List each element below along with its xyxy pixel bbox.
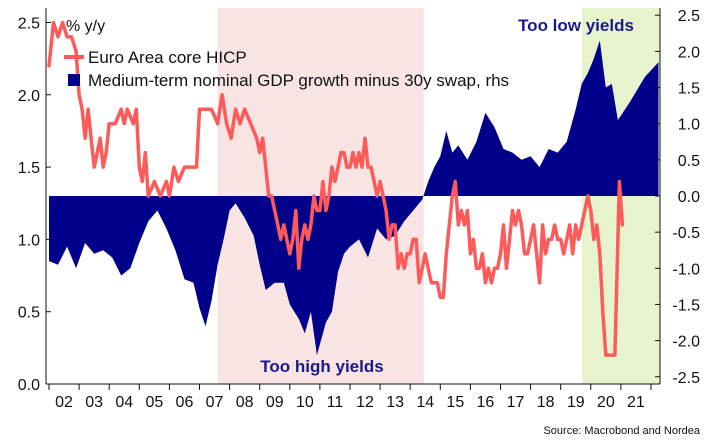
x-tick-label: 06 — [176, 394, 194, 411]
right-tick-label: -1.5 — [672, 297, 700, 314]
x-tick-label: 05 — [145, 394, 163, 411]
annotation-too-high-yields: Too high yields — [260, 357, 383, 376]
x-tick-label: 17 — [507, 394, 525, 411]
right-tick-label: -2.5 — [672, 370, 700, 387]
right-tick-label: 2.0 — [678, 44, 700, 61]
line-series-group — [47, 20, 625, 357]
x-tick-label: 03 — [85, 394, 103, 411]
x-tick-label: 20 — [597, 394, 615, 411]
x-tick-label: 18 — [537, 394, 555, 411]
right-tick-label: 0.5 — [678, 153, 700, 170]
left-tick-label: 1.0 — [18, 232, 40, 249]
right-tick-label: -1.0 — [672, 261, 700, 278]
legend-label-core-hicp: Euro Area core HICP — [88, 48, 247, 67]
right-ticks-group: -2.5 -2.0 -1.5 -1.0 -0.5 0.0 0.5 1.0 1.5 2.0 2.5 — [655, 8, 700, 387]
line-series-core-hicp — [47, 20, 625, 357]
x-tick-label: 09 — [266, 394, 284, 411]
right-tick-label: 1.0 — [678, 117, 700, 134]
right-tick-label: 2.5 — [678, 8, 700, 25]
x-ticks-group: 02 03 04 05 06 07 08 09 10 11 12 13 14 15 16 17 18 19 20 21 — [48, 384, 652, 411]
x-tick-label: 15 — [446, 394, 464, 411]
left-axis-title: % y/y — [66, 18, 105, 35]
x-tick-label: 13 — [386, 394, 404, 411]
legend: Euro Area core HICP Medium-term nominal … — [64, 48, 509, 90]
x-tick-label: 02 — [55, 394, 73, 411]
right-tick-label: -0.5 — [672, 225, 700, 242]
area-series-gdp-minus-swap — [49, 40, 659, 356]
x-tick-label: 12 — [356, 394, 374, 411]
left-tick-label: 2.5 — [18, 15, 40, 32]
legend-label-gdp-swap: Medium-term nominal GDP growth minus 30y… — [88, 71, 509, 90]
x-tick-label: 16 — [477, 394, 495, 411]
x-tick-label: 07 — [206, 394, 224, 411]
right-tick-label: -2.0 — [672, 334, 700, 351]
legend-area-swatch — [68, 74, 80, 86]
x-tick-label: 21 — [627, 394, 645, 411]
right-tick-label: 0.0 — [678, 189, 700, 206]
x-tick-label: 10 — [296, 394, 314, 411]
right-tick-label: 1.5 — [678, 81, 700, 98]
source-note: Source: Macrobond and Nordea — [543, 425, 700, 437]
x-tick-label: 14 — [416, 394, 434, 411]
x-tick-label: 04 — [115, 394, 133, 411]
x-tick-label: 08 — [236, 394, 254, 411]
left-tick-label: 2.0 — [18, 88, 40, 105]
annotation-too-low-yields: Too low yields — [518, 16, 634, 35]
x-tick-label: 11 — [327, 394, 344, 411]
left-ticks-group: 0.0 0.5 1.0 1.5 2.0 2.5 — [18, 15, 51, 394]
area-series-group — [49, 40, 659, 356]
left-tick-label: 0.5 — [18, 305, 40, 322]
left-tick-label: 1.5 — [18, 160, 40, 177]
x-tick-label: 19 — [567, 394, 585, 411]
left-tick-label: 0.0 — [18, 377, 40, 394]
